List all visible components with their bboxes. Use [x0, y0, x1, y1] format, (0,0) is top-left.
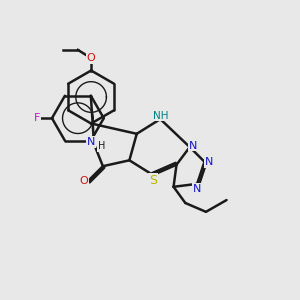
Text: N: N — [193, 184, 201, 194]
Text: N: N — [87, 137, 95, 147]
Text: F: F — [34, 113, 40, 123]
Text: O: O — [80, 176, 88, 186]
Text: O: O — [87, 53, 95, 63]
Text: N: N — [205, 157, 213, 167]
Text: N: N — [189, 141, 197, 151]
Text: H: H — [98, 142, 105, 152]
Text: NH: NH — [153, 110, 168, 121]
Text: S: S — [149, 174, 157, 187]
